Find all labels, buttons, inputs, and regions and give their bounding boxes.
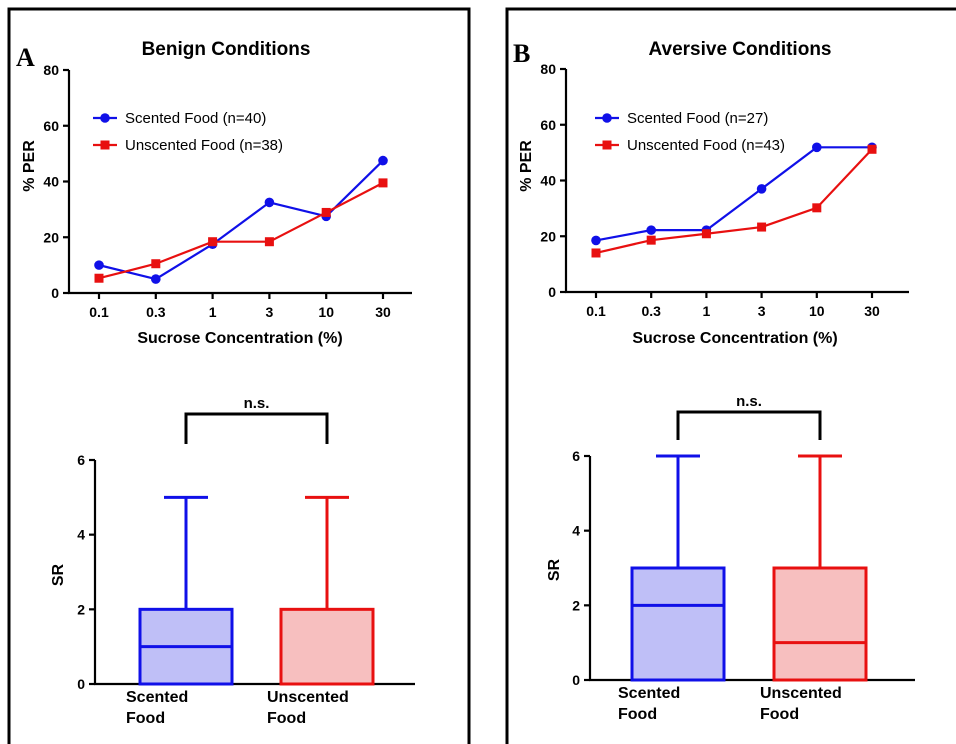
panel-a-data-point — [321, 207, 331, 217]
panel-b-box-label-1-line2: Food — [760, 706, 799, 723]
panel-b-box-label-0-line1: Scented — [618, 685, 680, 702]
panel-a-box-label-1-line2: Food — [267, 710, 306, 727]
panel-b-box-0 — [630, 566, 726, 682]
panel-a-data-point — [264, 197, 275, 208]
panel-a-line-y-tick-label: 0 — [51, 285, 59, 301]
panel-b-line-y-axis-title: % PER — [518, 140, 535, 192]
panel-a-line-y-tick-label: 40 — [43, 174, 59, 190]
panel-b-data-point — [867, 144, 877, 154]
panel-a-series-line-0 — [98, 159, 384, 281]
panel-b-series-line-1 — [595, 148, 873, 255]
panel-b-legend-marker-1 — [602, 140, 612, 150]
panel-a-significance-label: n.s. — [244, 395, 270, 412]
panel-b-data-point — [812, 142, 822, 153]
panel-b-line-y-tick-label: 60 — [540, 117, 556, 133]
panel-b-line-y-tick-label: 0 — [548, 284, 556, 300]
panel-b-line-x-tick-label: 3 — [758, 303, 766, 319]
panel-b-box-1 — [772, 566, 868, 682]
panel-a-line-x-tick-label: 10 — [318, 304, 334, 320]
panel-b-significance-label: n.s. — [736, 393, 762, 410]
panel-b-line-y-tick-label: 40 — [540, 173, 556, 189]
panel-a-data-point — [94, 260, 104, 270]
panel-a-box-label-1-line1: Unscented — [267, 689, 349, 706]
panel-b-line-x-axis-title: Sucrose Concentration (%) — [632, 330, 837, 347]
panel-a-data-point — [151, 259, 161, 269]
panel-b-legend-label-1: Unscented Food (n=43) — [627, 137, 785, 154]
panel-a-line-y-tick-label: 80 — [43, 62, 59, 78]
panel-b-box-y-tick-label: 0 — [572, 672, 580, 688]
panel-a-data-point — [378, 155, 388, 166]
panel-b-line-y-tick-label: 20 — [540, 228, 556, 244]
panel-b-significance-bracket — [676, 410, 822, 440]
panel-b-box-label-1-line1: Unscented — [760, 685, 842, 702]
panel-a-box-y-tick-label: 2 — [77, 601, 85, 617]
panel-b-letter: B — [513, 39, 530, 68]
panel-b-data-point — [646, 235, 656, 245]
panel-a-data-point — [264, 237, 274, 247]
panel-b-box-label-0-line2: Food — [618, 706, 657, 723]
panel-a-data-point — [378, 178, 388, 188]
panel-b-line-y-tick-label: 80 — [540, 61, 556, 77]
panel-a-box-y-tick-label: 0 — [77, 676, 85, 692]
panel-b-data-point — [591, 235, 601, 246]
panel-a-data-point — [208, 237, 218, 247]
panel-a-legend-label-0: Scented Food (n=40) — [125, 110, 266, 127]
panel-b-data-point — [756, 184, 767, 194]
panel-b-frame — [505, 7, 956, 744]
panel-a-line-x-axis-title: Sucrose Concentration (%) — [137, 330, 342, 347]
panel-b-line-x-tick-label: 10 — [809, 303, 825, 319]
panel-b-data-point — [646, 225, 656, 235]
panel-a-line-x-tick-label: 1 — [209, 304, 217, 320]
panel-a-significance-bracket — [184, 412, 329, 444]
panel-a-box-y-axis-title: SR — [50, 563, 67, 586]
panel-b-line-x-tick-label: 1 — [703, 303, 711, 319]
panel-a-line-y-tick-label: 20 — [43, 229, 59, 245]
panel-a-line-x-tick-label: 30 — [375, 304, 391, 320]
panel-a-box-label-0-line2: Food — [126, 710, 165, 727]
panel-a-frame — [7, 7, 471, 744]
panel-a-box-label-0-line1: Scented — [126, 689, 188, 706]
panel-a-line-chart-title: Benign Conditions — [142, 39, 311, 60]
panel-a-line-x-tick-label: 0.3 — [146, 304, 166, 320]
panel-a-line-y-tick-label: 60 — [43, 118, 59, 134]
panel-b-box-y-axis-title: SR — [546, 558, 563, 581]
panel-b-legend-label-0: Scented Food (n=27) — [627, 110, 768, 127]
panel-b-data-point — [591, 248, 601, 258]
panel-b-data-point — [701, 229, 711, 239]
panel-b-line-chart-title: Aversive Conditions — [648, 39, 831, 60]
panel-a-legend-marker-1 — [100, 140, 110, 150]
panel-a-box-1 — [279, 607, 375, 686]
panel-b-box-y-tick-label: 6 — [572, 448, 580, 464]
panel-b-legend-marker-0 — [602, 113, 612, 123]
panel-b-line-x-tick-label: 30 — [864, 303, 880, 319]
panel-b-series-line-0 — [595, 146, 872, 242]
panel-b-box-y-tick-label: 2 — [572, 597, 580, 613]
panel-a-box-y-tick-label: 4 — [77, 527, 85, 543]
panel-a-series-line-1 — [98, 181, 384, 280]
panel-b-line-x-tick-label: 0.3 — [641, 303, 661, 319]
panel-b-line-x-tick-label: 0.1 — [586, 303, 606, 319]
panel-a-legend-label-1: Unscented Food (n=38) — [125, 137, 283, 154]
panel-a-letter: A — [16, 43, 35, 72]
panel-b-box-y-tick-label: 4 — [572, 523, 580, 539]
panel-a-box-y-tick-label: 6 — [77, 452, 85, 468]
panel-a-line-x-tick-label: 3 — [266, 304, 274, 320]
panel-a-line-y-axis-title: % PER — [21, 140, 38, 192]
panel-a-legend-marker-0 — [100, 113, 110, 123]
panel-b-data-point — [757, 222, 767, 232]
panel-a-line-x-tick-label: 0.1 — [89, 304, 109, 320]
panel-a-data-point — [94, 273, 104, 283]
panel-a-data-point — [151, 274, 161, 284]
panel-b-data-point — [812, 203, 822, 213]
